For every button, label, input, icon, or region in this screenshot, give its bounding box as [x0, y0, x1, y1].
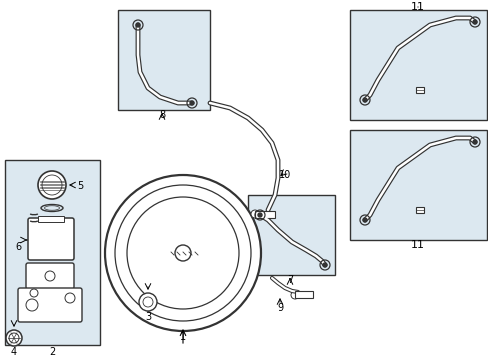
Bar [415, 207, 423, 213]
FancyBboxPatch shape [28, 218, 74, 260]
Circle shape [142, 297, 153, 307]
FancyArrowPatch shape [30, 221, 38, 222]
Text: 3: 3 [144, 312, 151, 322]
Text: 11: 11 [410, 240, 424, 250]
FancyBboxPatch shape [18, 288, 82, 322]
Text: 11: 11 [410, 2, 424, 12]
Circle shape [38, 171, 66, 199]
Text: 6: 6 [15, 242, 21, 252]
Text: 1: 1 [180, 332, 185, 342]
Circle shape [45, 271, 55, 281]
Circle shape [190, 101, 194, 105]
Circle shape [290, 291, 298, 299]
FancyBboxPatch shape [26, 263, 74, 289]
Text: 8: 8 [159, 110, 165, 120]
Bar [349, 130, 486, 240]
Bar [5, 160, 100, 345]
Circle shape [26, 299, 38, 311]
Circle shape [175, 245, 191, 261]
Text: 10: 10 [278, 170, 290, 180]
Circle shape [9, 333, 19, 343]
Bar [294, 291, 312, 298]
Circle shape [258, 213, 262, 217]
Circle shape [472, 20, 476, 24]
Circle shape [472, 140, 476, 144]
Circle shape [115, 185, 250, 321]
Text: 7: 7 [286, 275, 292, 285]
Bar [254, 211, 274, 218]
Circle shape [105, 175, 261, 331]
Bar [38, 216, 64, 222]
Circle shape [127, 197, 239, 309]
Circle shape [42, 175, 62, 195]
Circle shape [30, 289, 38, 297]
Text: 4: 4 [11, 347, 17, 357]
Text: 9: 9 [276, 303, 283, 313]
Circle shape [136, 23, 140, 27]
Bar [118, 10, 209, 110]
Text: 2: 2 [49, 347, 55, 357]
FancyArrowPatch shape [30, 214, 38, 215]
Circle shape [323, 263, 326, 267]
Bar [247, 195, 334, 275]
Bar [349, 10, 486, 120]
Circle shape [65, 293, 75, 303]
Text: 5: 5 [77, 181, 83, 191]
Circle shape [6, 330, 22, 346]
Bar [415, 87, 423, 93]
Circle shape [139, 293, 157, 311]
Circle shape [362, 98, 366, 102]
Circle shape [250, 210, 259, 218]
Circle shape [362, 218, 366, 222]
